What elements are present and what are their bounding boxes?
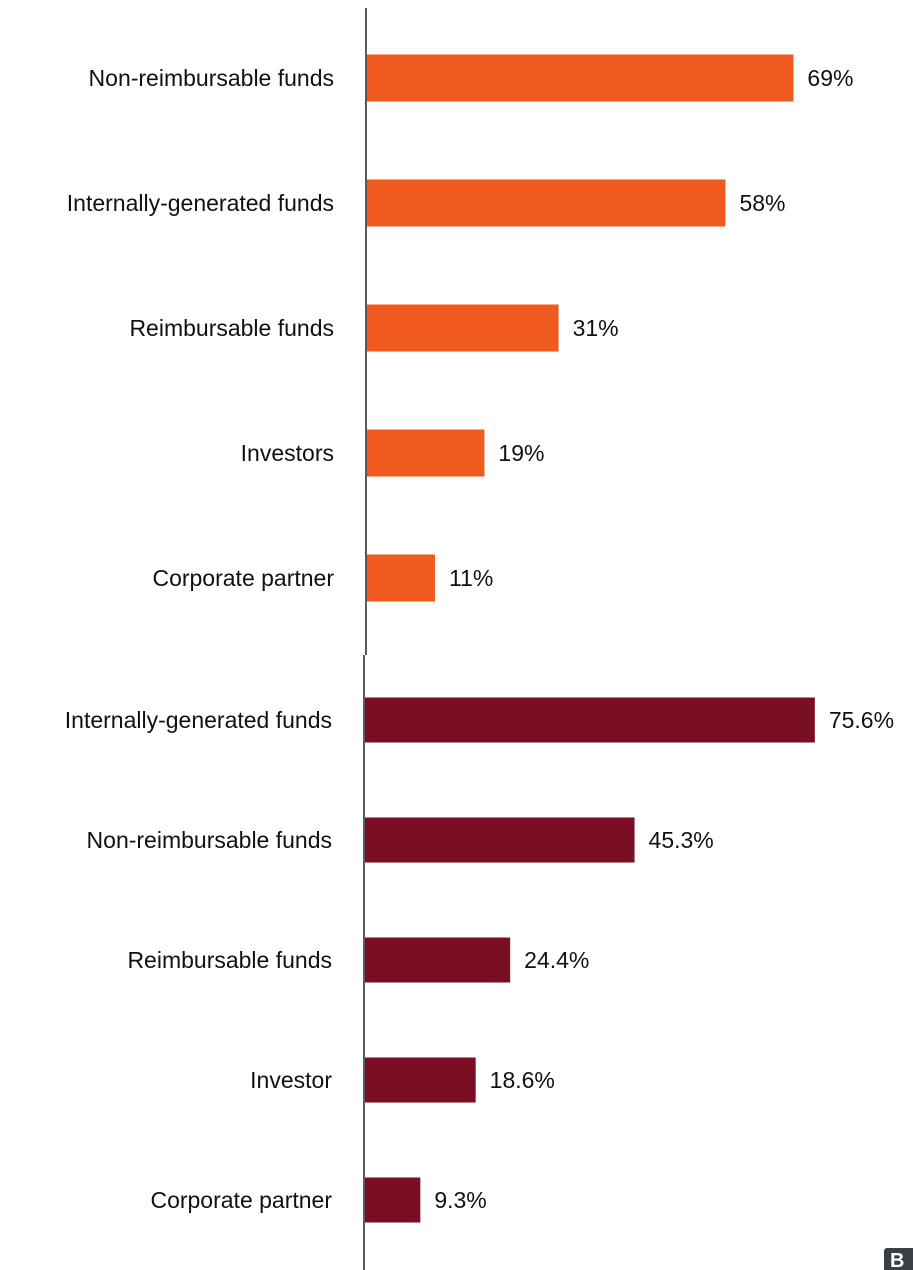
category-label-1: Internally-generated funds (65, 707, 332, 733)
bar-3 (367, 304, 559, 352)
bar-1 (365, 697, 815, 743)
value-label-2: 45.3% (649, 827, 714, 853)
value-label-3: 31% (573, 315, 619, 341)
bar-2 (365, 817, 635, 863)
category-label-5: Corporate partner (150, 1187, 332, 1213)
bar-2 (367, 179, 726, 227)
value-label-3: 24.4% (524, 947, 589, 973)
bar-chart-panel-2: Internally-generated funds 75.6% Non-reimb… (65, 655, 894, 1270)
category-label-2: Non-reimbursable funds (87, 827, 332, 853)
value-label-5: 11% (449, 565, 493, 591)
value-label-1: 75.6% (829, 707, 894, 733)
bar-chart-panel-1: Non-reimbursable funds 69% Internally-gene… (67, 8, 853, 655)
category-label-1: Non-reimbursable funds (89, 65, 334, 91)
bar-4 (367, 429, 485, 477)
category-label-4: Investors (241, 440, 334, 466)
category-label-5: Corporate partner (152, 565, 334, 591)
bar-5 (365, 1177, 421, 1223)
value-label-2: 58% (739, 190, 785, 216)
bar-1 (367, 54, 794, 102)
value-label-4: 18.6% (490, 1067, 555, 1093)
value-label-5: 9.3% (434, 1187, 486, 1213)
bar-4 (365, 1057, 476, 1103)
value-label-1: 69% (807, 65, 853, 91)
category-label-2: Internally-generated funds (67, 190, 334, 216)
category-label-4: Investor (250, 1067, 332, 1093)
bar-3 (365, 937, 511, 983)
corner-badge: B (884, 1248, 913, 1270)
value-label-4: 19% (498, 440, 544, 466)
category-label-3: Reimbursable funds (127, 947, 332, 973)
bar-5 (367, 554, 435, 602)
category-label-3: Reimbursable funds (129, 315, 334, 341)
